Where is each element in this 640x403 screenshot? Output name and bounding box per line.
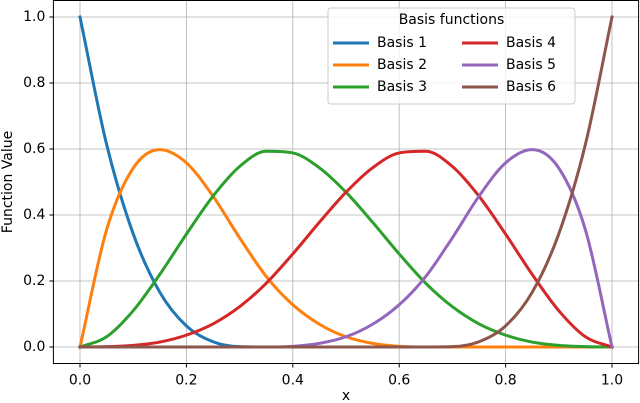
series-line	[78, 148, 614, 349]
series-line	[78, 15, 614, 349]
x-tick-label: 0.2	[175, 373, 197, 389]
y-tick-label: 1.0	[23, 9, 45, 25]
series-line	[78, 148, 614, 349]
y-axis-label: Function Value	[0, 131, 16, 233]
y-tick-label: 0.0	[23, 339, 45, 355]
legend: Basis functions Basis 1 Basis 2 Basis 3 Basi…	[327, 7, 576, 105]
x-tick-label: 1.0	[601, 373, 623, 389]
x-tick-label: 0.8	[494, 373, 516, 389]
y-tick-label: 0.2	[23, 273, 45, 289]
legend-box	[327, 7, 576, 105]
legend-label: Basis 1	[377, 35, 427, 51]
x-tick-label: 0.6	[388, 373, 410, 389]
legend-label: Basis 4	[506, 35, 556, 51]
legend-label: Basis 3	[377, 79, 427, 95]
x-tick-label: 0.4	[282, 373, 304, 389]
x-tick-label: 0.0	[69, 373, 91, 389]
y-tick-label: 0.4	[23, 207, 45, 223]
x-axis-label: x	[342, 388, 350, 403]
axes-frame	[52, 0, 640, 364]
series-line	[78, 149, 614, 349]
legend-label: Basis 2	[377, 57, 427, 73]
y-tick-label: 0.8	[23, 75, 45, 91]
legend-label: Basis 6	[506, 79, 556, 95]
legend-label: Basis 5	[506, 57, 556, 73]
y-tick-label: 0.6	[23, 141, 45, 157]
legend-title: Basis functions	[399, 12, 505, 28]
series-line	[78, 149, 614, 349]
